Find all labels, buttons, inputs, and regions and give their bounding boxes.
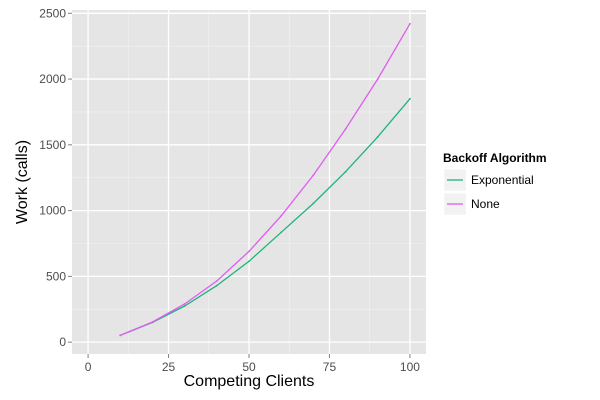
y-tick-label: 2500 <box>39 6 66 20</box>
legend-label-exponential: Exponential <box>471 173 534 187</box>
series-line-none <box>120 23 411 336</box>
data-point-none <box>312 174 315 176</box>
y-tick-label: 1500 <box>39 138 66 152</box>
data-point-none <box>151 321 154 323</box>
y-tick-label: 500 <box>46 269 66 283</box>
data-point-none <box>280 214 283 217</box>
data-point-none <box>248 250 250 253</box>
series-layer <box>119 22 411 337</box>
x-tick-label: 0 <box>85 360 92 374</box>
legend-label-none: None <box>471 197 500 211</box>
data-point-exponential <box>215 284 218 287</box>
y-tick-label: 0 <box>59 335 66 349</box>
data-point-none <box>376 78 379 80</box>
legend-title: Backoff Algorithm <box>443 151 547 165</box>
x-tick-label: 25 <box>162 360 176 374</box>
x-tick-label: 75 <box>323 360 337 374</box>
data-point-none <box>215 280 218 282</box>
data-point-exponential <box>409 97 411 100</box>
data-point-none <box>183 303 186 305</box>
major-gridlines <box>72 10 426 354</box>
data-point-none <box>119 334 122 337</box>
data-point-exponential <box>376 136 379 138</box>
data-point-exponential <box>248 260 250 263</box>
data-point-exponential <box>183 305 186 307</box>
y-tick-label: 2000 <box>39 72 66 86</box>
series-line-exponential <box>120 98 411 336</box>
y-axis-title: Work (calls) <box>14 140 31 224</box>
data-point-exponential <box>312 202 315 205</box>
y-tick-label: 1000 <box>39 204 66 218</box>
x-tick-label: 50 <box>242 360 256 374</box>
data-point-none <box>409 22 411 25</box>
x-tick-label: 100 <box>400 360 420 374</box>
data-point-exponential <box>280 231 283 234</box>
data-point-exponential <box>344 170 347 173</box>
data-point-none <box>344 128 347 130</box>
x-axis: 0 25 50 75 100 <box>85 354 420 374</box>
legend: Backoff Algorithm Exponential None <box>443 151 547 216</box>
y-axis: 0 500 1000 1500 2000 2500 <box>39 6 72 349</box>
x-axis-title: Competing Clients <box>184 373 315 390</box>
